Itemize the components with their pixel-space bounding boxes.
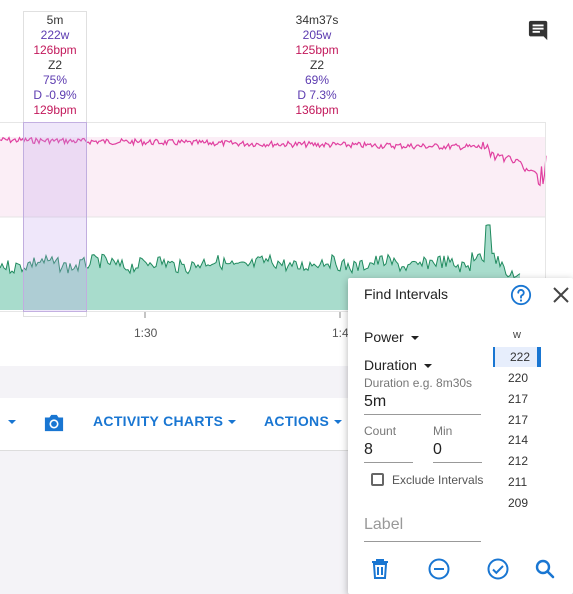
activity-charts-button[interactable]: ACTIVITY CHARTS — [93, 413, 237, 429]
interval-result[interactable]: 209 — [508, 496, 529, 510]
actions-label: ACTIONS — [264, 413, 330, 429]
sel-hr: 126bpm — [33, 43, 77, 57]
min-label: Min — [433, 424, 453, 438]
x-tick-label: 1:30 — [134, 326, 158, 340]
sel-max-hr: 129bpm — [33, 103, 77, 117]
act-decoupling: D 7.3% — [297, 88, 337, 102]
delete-icon[interactable] — [368, 557, 392, 581]
metric-select[interactable]: Power — [364, 329, 419, 345]
actions-button[interactable]: ACTIONS — [264, 413, 343, 429]
count-field[interactable]: 8 — [364, 441, 373, 458]
duration-hint: Duration e.g. 8m30s — [364, 376, 473, 390]
close-icon[interactable] — [551, 285, 571, 305]
exclude-intervals-checkbox[interactable] — [371, 473, 384, 486]
chevron-down-icon — [228, 420, 237, 425]
find-intervals-panel: Find Intervals Power Duration Duration e… — [348, 278, 573, 594]
act-duration: 34m37s — [295, 13, 339, 27]
panel-title: Find Intervals — [364, 286, 449, 302]
interval-result[interactable]: 212 — [508, 454, 529, 468]
activity-summary: 34m37s 205w 125bpm Z2 69% D 7.3% 136bpm — [286, 13, 348, 118]
label-underline — [364, 541, 481, 542]
sel-zone: Z2 — [47, 58, 62, 72]
sel-decoupling: D -0.9% — [33, 88, 77, 102]
results-header: w — [513, 329, 521, 341]
sel-duration: 5m — [46, 13, 64, 27]
chevron-down-icon — [8, 420, 16, 425]
hr-area — [0, 137, 546, 217]
interval-result[interactable]: 220 — [508, 371, 529, 385]
interval-result[interactable]: 214 — [508, 433, 529, 447]
check-icon[interactable] — [486, 557, 510, 581]
mode-value: Duration — [364, 357, 417, 373]
activity-chart[interactable]: 5m 222w 126bpm Z2 75% D -0.9% 129bpm 34m… — [0, 0, 573, 366]
remove-icon[interactable] — [427, 557, 451, 581]
act-pct: 69% — [304, 73, 330, 87]
min-field[interactable]: 0 — [433, 441, 442, 458]
toolbar-overflow-dropdown[interactable] — [3, 413, 16, 429]
act-hr: 125bpm — [295, 43, 339, 57]
count-label: Count — [364, 424, 397, 438]
help-icon[interactable] — [510, 284, 532, 306]
sel-power: 222w — [40, 28, 70, 42]
interval-result[interactable]: 222 — [493, 347, 541, 367]
x-tick-label: 1:4 — [332, 326, 349, 340]
count-underline — [364, 462, 413, 463]
chevron-down-icon — [410, 336, 419, 341]
comment-icon[interactable] — [528, 19, 550, 41]
interval-result[interactable]: 211 — [508, 475, 528, 489]
chevron-down-icon — [334, 420, 343, 425]
hr-line — [0, 136, 547, 187]
act-power: 205w — [302, 28, 332, 42]
camera-icon[interactable] — [43, 413, 65, 433]
activity-charts-label: ACTIVITY CHARTS — [93, 413, 224, 429]
mode-select[interactable]: Duration — [364, 357, 432, 373]
plot-frame — [0, 122, 546, 312]
selection-highlight[interactable] — [23, 122, 87, 312]
chevron-down-icon — [423, 364, 432, 369]
duration-field[interactable]: 5m — [364, 393, 387, 410]
metric-value: Power — [364, 329, 404, 345]
interval-result[interactable]: 217 — [508, 413, 529, 427]
search-icon[interactable] — [533, 557, 557, 581]
interval-result[interactable]: 217 — [508, 392, 529, 406]
exclude-intervals-label: Exclude Intervals — [392, 473, 484, 487]
selection-summary: 5m 222w 126bpm Z2 75% D -0.9% 129bpm — [24, 13, 86, 118]
label-field[interactable]: Label — [364, 516, 404, 533]
sel-pct: 75% — [42, 73, 68, 87]
act-max-hr: 136bpm — [295, 103, 339, 117]
duration-underline — [364, 414, 481, 415]
min-underline — [433, 462, 482, 463]
act-zone: Z2 — [309, 58, 324, 72]
